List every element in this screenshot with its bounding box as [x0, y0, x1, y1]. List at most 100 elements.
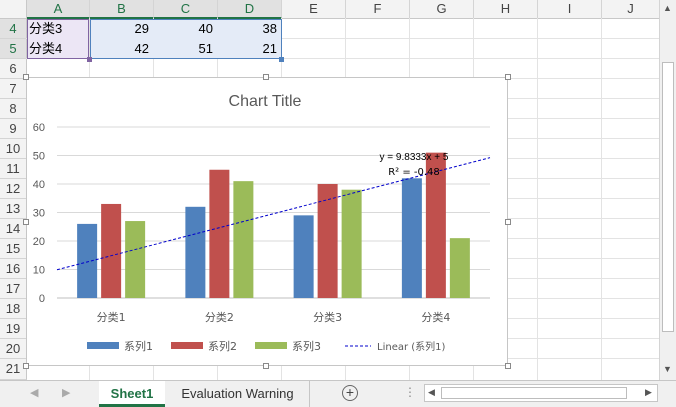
add-sheet-icon[interactable]: + [342, 385, 358, 401]
row-header-10[interactable]: 10 [0, 139, 27, 159]
y-tick-label: 10 [33, 265, 45, 277]
legend-label[interactable]: 系列2 [208, 339, 237, 353]
grid-line [537, 18, 538, 380]
legend-swatch [255, 342, 287, 349]
chart-resize-handle[interactable] [505, 74, 511, 80]
chart-resize-handle[interactable] [23, 219, 29, 225]
split-handle-icon[interactable]: ⋮ [404, 385, 416, 399]
bar[interactable] [341, 189, 362, 298]
row-header-12[interactable]: 12 [0, 179, 27, 199]
cell-d5[interactable]: 21 [262, 41, 277, 56]
trendline-equation[interactable]: y = 9.8333x + 5 [380, 152, 449, 163]
horizontal-scroll-thumb[interactable] [441, 387, 627, 399]
row-header-4[interactable]: 4 [0, 19, 27, 39]
vertical-scrollbar[interactable]: ▲ ▼ [659, 0, 676, 380]
chart-svg: Chart Title 0 10 20 30 40 50 60 分类1 分类2 分类3 分类4 y … [33, 93, 491, 353]
cell-c5[interactable]: 51 [198, 41, 213, 56]
col-header-e[interactable]: E [282, 0, 346, 18]
x-tick-label: 分类2 [205, 310, 234, 324]
row-header-8[interactable]: 8 [0, 99, 27, 119]
bar[interactable] [125, 221, 146, 298]
col-header-a[interactable]: A [27, 0, 90, 19]
row-header-6[interactable]: 6 [0, 59, 27, 79]
bar[interactable] [401, 178, 422, 298]
row-header-17[interactable]: 17 [0, 279, 27, 299]
cell-b4[interactable]: 29 [134, 21, 149, 36]
tab-evaluation-warning[interactable]: Evaluation Warning [166, 381, 310, 407]
bar[interactable] [233, 181, 254, 298]
col-header-c[interactable]: C [154, 0, 218, 19]
row-header-13[interactable]: 13 [0, 199, 27, 219]
col-header-f[interactable]: F [346, 0, 410, 18]
col-header-h[interactable]: H [474, 0, 538, 18]
legend-label[interactable]: 系列3 [292, 339, 321, 353]
bar[interactable] [293, 215, 314, 298]
col-header-j[interactable]: J [602, 0, 660, 18]
vertical-scroll-thumb[interactable] [662, 62, 674, 332]
prev-sheet-icon[interactable]: ◀ [30, 387, 39, 399]
row-header-11[interactable]: 11 [0, 159, 27, 179]
chart-resize-handle[interactable] [505, 363, 511, 369]
horizontal-scrollbar[interactable]: ◀ ▶ [424, 384, 658, 402]
sheet-tab-bar: ◀ ▶ Sheet1 Evaluation Warning + ⋮ ◀ ▶ [0, 380, 676, 407]
chart-resize-handle[interactable] [23, 74, 29, 80]
row-header-21[interactable]: 21 [0, 359, 27, 380]
chart-resize-handle[interactable] [263, 74, 269, 80]
select-all-corner[interactable] [0, 0, 27, 19]
cell-a5[interactable]: 分类4 [29, 41, 63, 56]
x-tick-label: 分类1 [97, 310, 126, 324]
row-header-9[interactable]: 9 [0, 119, 27, 139]
category-range-highlight [27, 19, 89, 59]
row-header-15[interactable]: 15 [0, 239, 27, 259]
col-header-b[interactable]: B [90, 0, 154, 19]
legend-label[interactable]: 系列1 [124, 339, 153, 353]
range-handle[interactable] [279, 57, 284, 62]
row-header-16[interactable]: 16 [0, 259, 27, 279]
cell-a4[interactable]: 分类3 [29, 21, 63, 36]
row-header-18[interactable]: 18 [0, 299, 27, 319]
col-header-g[interactable]: G [410, 0, 474, 18]
col-header-i[interactable]: I [538, 0, 602, 18]
row-header-20[interactable]: 20 [0, 339, 27, 359]
bar[interactable] [185, 206, 206, 298]
col-header-d[interactable]: D [218, 0, 282, 19]
chart-resize-handle[interactable] [263, 363, 269, 369]
range-handle[interactable] [87, 57, 92, 62]
bar[interactable] [317, 184, 338, 298]
y-tick-label: 60 [33, 122, 45, 134]
next-sheet-icon[interactable]: ▶ [62, 387, 71, 399]
scroll-right-arrow-icon[interactable]: ▶ [645, 387, 652, 397]
grid-line [26, 58, 659, 59]
bar[interactable] [77, 223, 98, 298]
row-header-7[interactable]: 7 [0, 79, 27, 99]
trendline-r-squared[interactable]: R² = -0.48 [388, 167, 440, 178]
legend-label[interactable]: Linear (系列1) [377, 340, 446, 353]
y-tick-label: 50 [33, 151, 45, 163]
chart-title[interactable]: Chart Title [229, 93, 302, 110]
trendline[interactable] [56, 157, 491, 271]
y-tick-label: 30 [33, 208, 45, 220]
tab-sheet1[interactable]: Sheet1 [99, 381, 165, 407]
values-range-highlight [90, 19, 282, 59]
y-tick-label: 20 [33, 236, 45, 248]
row-header-5[interactable]: 5 [0, 39, 27, 59]
chart-object[interactable]: Chart Title 0 10 20 30 40 50 60 分类1 分类2 分类3 分类4 y … [26, 77, 508, 366]
cell-b5[interactable]: 42 [134, 41, 149, 56]
chart-resize-handle[interactable] [23, 363, 29, 369]
scroll-left-arrow-icon[interactable]: ◀ [428, 387, 435, 397]
chart-resize-handle[interactable] [505, 219, 511, 225]
bar[interactable] [425, 152, 446, 298]
bar[interactable] [449, 238, 470, 298]
row-header-19[interactable]: 19 [0, 319, 27, 339]
bar[interactable] [209, 169, 230, 298]
scroll-down-arrow-icon[interactable]: ▼ [663, 364, 672, 374]
grid-line [26, 38, 659, 39]
cell-d4[interactable]: 38 [262, 21, 277, 36]
y-tick-label: 40 [33, 179, 45, 191]
x-tick-label: 分类4 [421, 310, 450, 324]
scroll-up-arrow-icon[interactable]: ▲ [663, 3, 672, 13]
cell-c4[interactable]: 40 [198, 21, 213, 36]
grid-line [601, 18, 602, 380]
bar[interactable] [101, 203, 122, 298]
y-tick-label: 0 [39, 293, 45, 305]
